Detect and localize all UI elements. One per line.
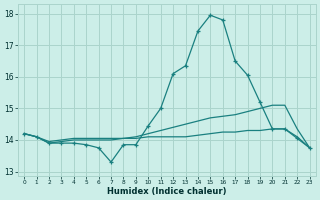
- X-axis label: Humidex (Indice chaleur): Humidex (Indice chaleur): [107, 187, 227, 196]
